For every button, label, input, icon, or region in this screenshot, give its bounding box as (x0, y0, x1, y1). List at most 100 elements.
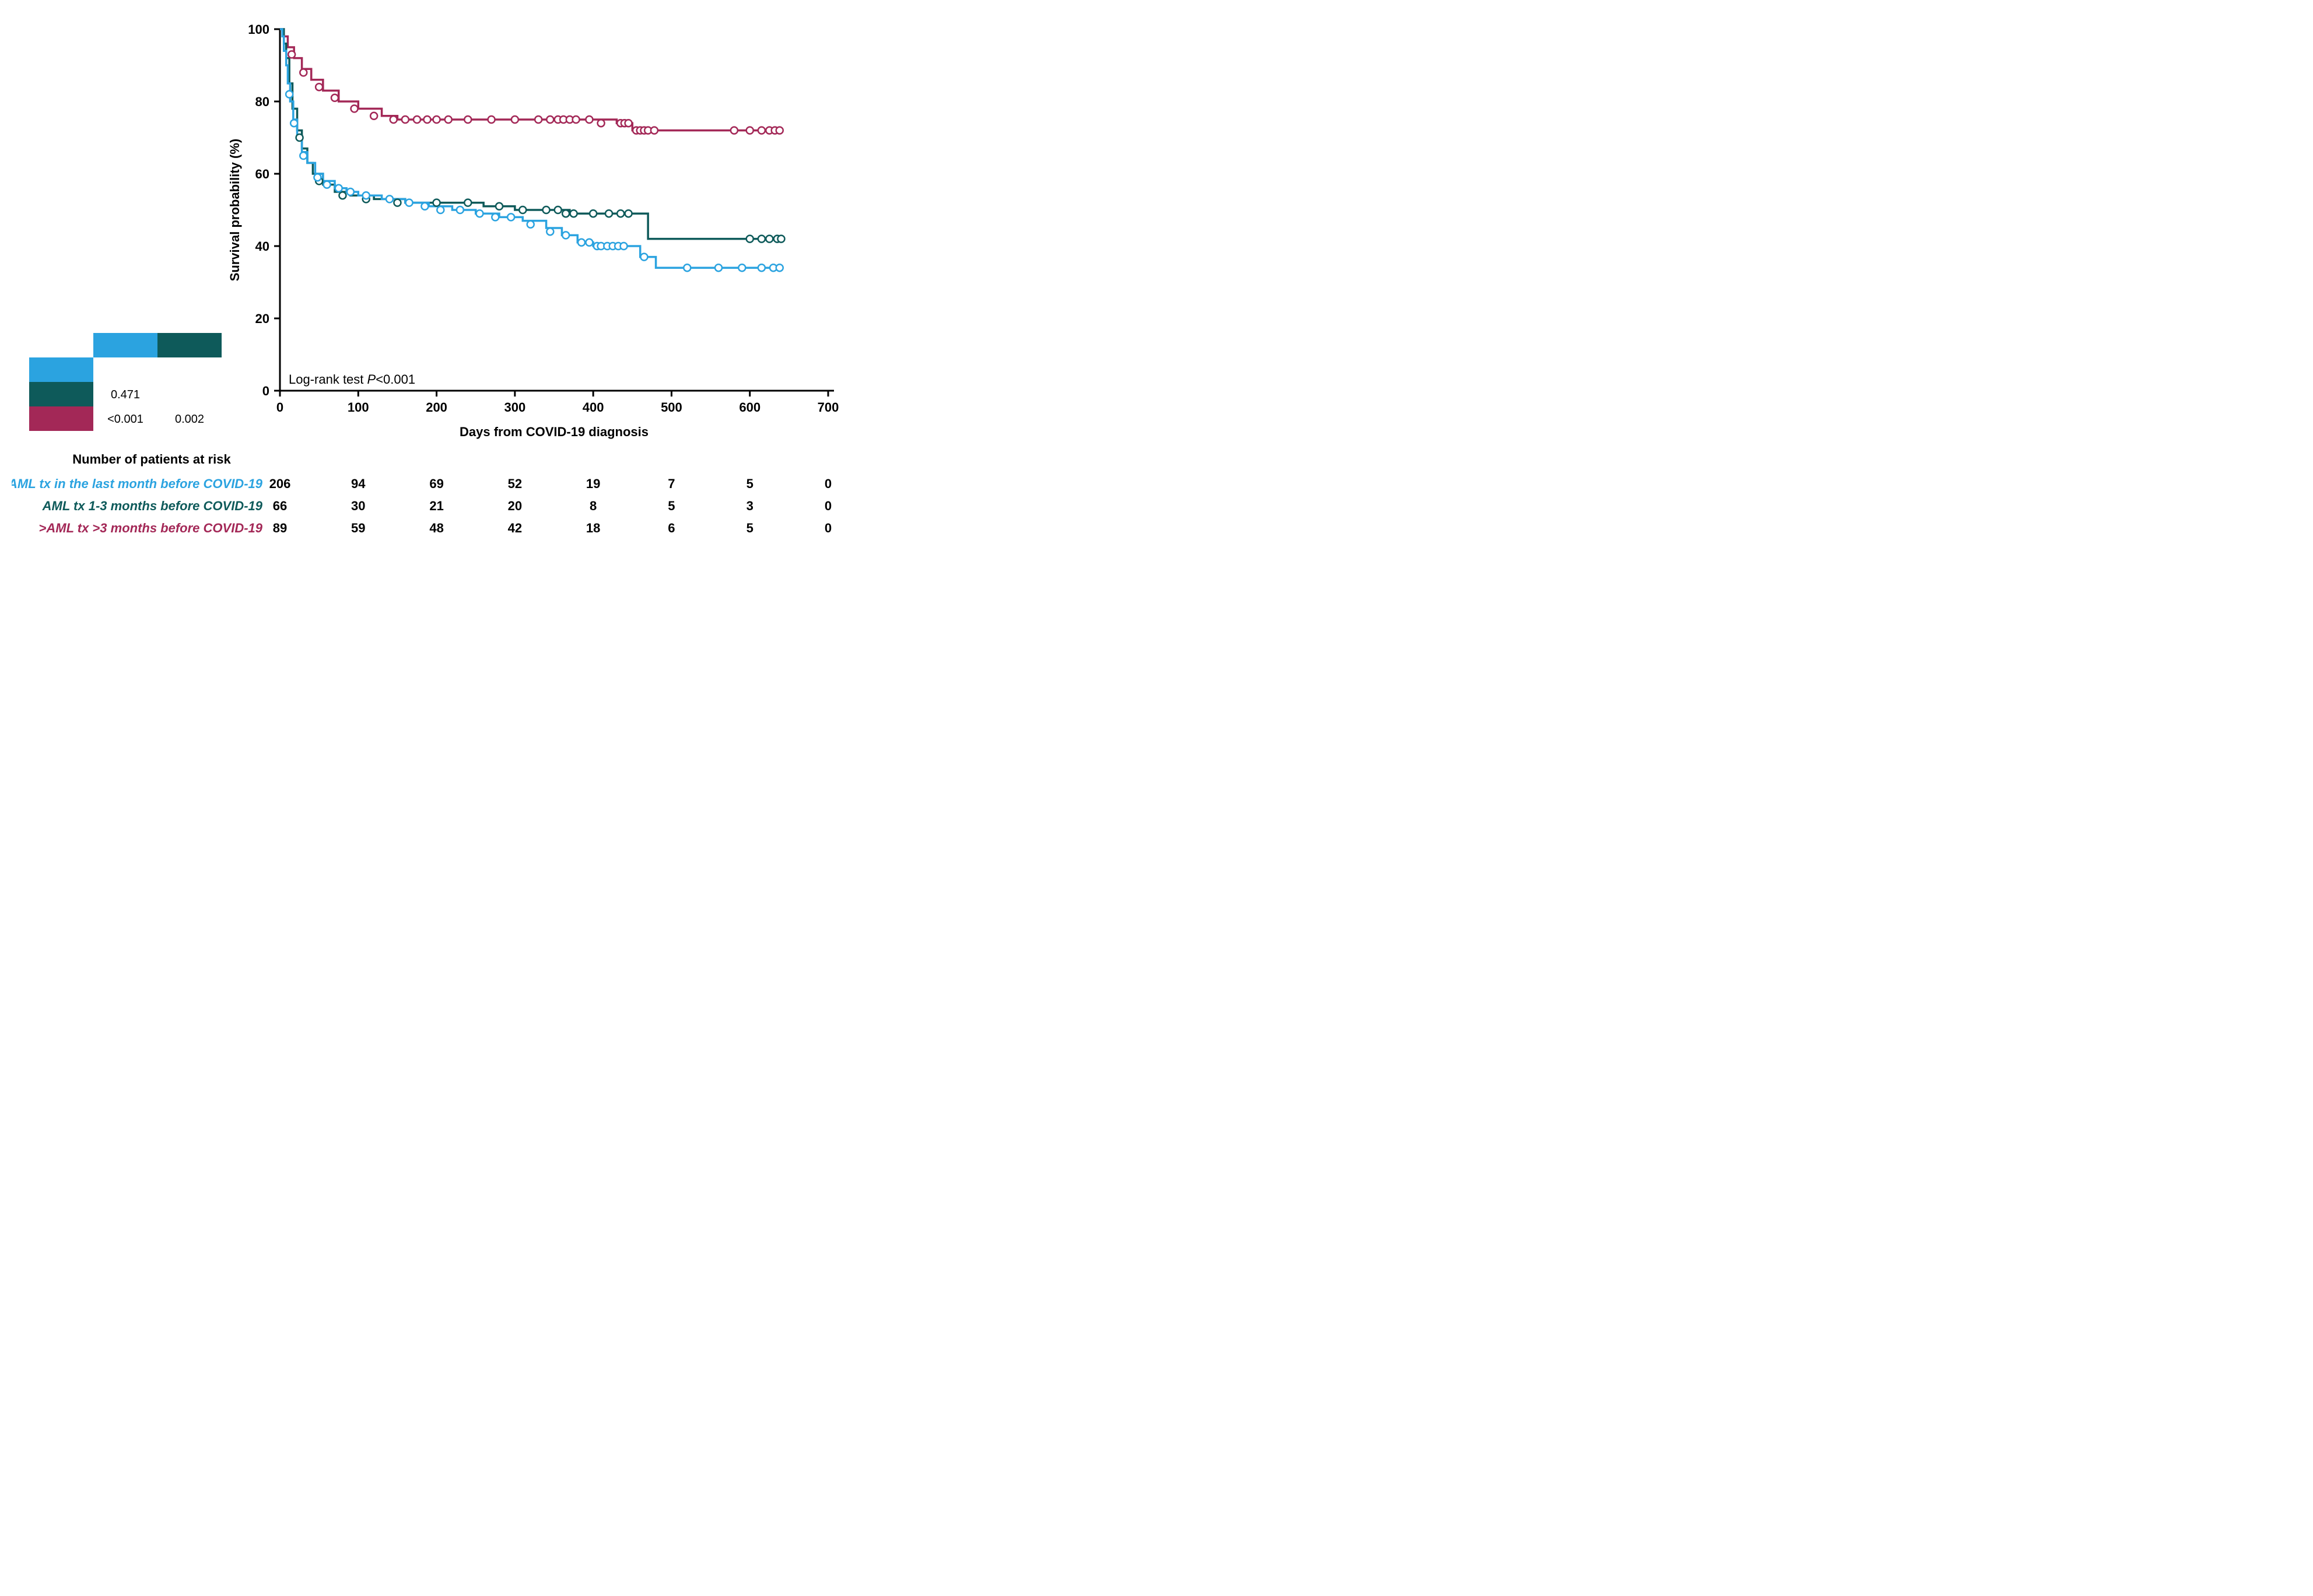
censor-marker (433, 199, 440, 206)
censor-marker (625, 210, 632, 217)
censor-marker (347, 188, 354, 195)
risk-value: 5 (668, 499, 675, 513)
censor-marker (590, 210, 597, 217)
risk-value: 52 (508, 476, 522, 491)
risk-row-label-s3: >AML tx >3 months before COVID-19 (39, 521, 263, 535)
y-tick-label: 40 (255, 239, 269, 254)
km-curve-s1 (280, 29, 781, 268)
censor-marker (296, 134, 303, 141)
risk-value: 94 (351, 476, 366, 491)
x-tick-label: 500 (661, 400, 682, 415)
pw-header-s2 (157, 333, 222, 357)
risk-row-label-s1: AML tx in the last month before COVID-19 (12, 476, 263, 491)
censor-marker (546, 116, 553, 123)
x-tick-label: 100 (348, 400, 369, 415)
censor-marker (314, 174, 321, 181)
y-axis-label: Survival probability (%) (227, 139, 242, 282)
risk-table-header: Number of patients at risk (72, 452, 231, 466)
censor-marker (747, 127, 754, 134)
censor-marker (527, 221, 534, 228)
censor-marker (684, 264, 691, 271)
censor-marker (300, 69, 307, 76)
censor-marker (546, 228, 553, 235)
y-tick-label: 0 (262, 384, 269, 398)
censor-marker (394, 199, 401, 206)
pw-header-s1 (93, 333, 157, 357)
censor-marker (413, 116, 420, 123)
y-tick-label: 60 (255, 167, 269, 181)
censor-marker (386, 195, 393, 202)
censor-marker (625, 120, 632, 127)
censor-marker (421, 203, 428, 210)
pw-s2-s3: 0.002 (175, 413, 204, 426)
censor-marker (370, 113, 377, 120)
risk-value: 206 (269, 476, 291, 491)
x-tick-label: 700 (818, 400, 839, 415)
x-tick-label: 200 (426, 400, 447, 415)
censor-marker (776, 264, 783, 271)
risk-value: 20 (508, 499, 522, 513)
risk-value: 7 (668, 476, 675, 491)
censor-marker (586, 239, 593, 246)
risk-value: 48 (429, 521, 443, 535)
risk-value: 8 (590, 499, 597, 513)
censor-marker (621, 243, 628, 250)
censor-marker (562, 210, 569, 217)
risk-value: 42 (508, 521, 522, 535)
risk-value: 0 (825, 476, 832, 491)
pw-stub-s2 (29, 382, 93, 406)
censor-marker (747, 236, 754, 243)
censor-marker (507, 213, 514, 220)
censor-marker (777, 236, 784, 243)
censor-marker (290, 120, 297, 127)
censor-marker (758, 264, 765, 271)
pw-s1-s2: 0.471 (111, 388, 140, 401)
censor-marker (316, 83, 323, 90)
risk-value: 19 (586, 476, 600, 491)
censor-marker (363, 192, 370, 199)
x-tick-label: 0 (276, 400, 283, 415)
censor-marker (335, 185, 342, 192)
censor-marker (573, 116, 580, 123)
km-curve-s2 (280, 29, 781, 239)
risk-value: 3 (747, 499, 754, 513)
risk-value: 0 (825, 499, 832, 513)
censor-marker (605, 210, 612, 217)
censor-marker (535, 116, 542, 123)
x-tick-label: 300 (504, 400, 525, 415)
censor-marker (496, 203, 503, 210)
censor-marker (433, 116, 440, 123)
censor-marker (617, 210, 624, 217)
y-tick-label: 100 (248, 22, 269, 37)
censor-marker (511, 116, 518, 123)
censor-marker (445, 116, 452, 123)
censor-marker (543, 206, 550, 213)
km-svg: 0204060801000100200300400500600700Days f… (12, 12, 886, 624)
censor-marker (578, 239, 585, 246)
censor-marker (464, 199, 471, 206)
censor-marker (423, 116, 430, 123)
censor-marker (758, 236, 765, 243)
censor-marker (464, 116, 471, 123)
pw-s1-s3: <0.001 (107, 413, 143, 426)
km-curve-s3 (280, 29, 781, 131)
censor-marker (300, 152, 307, 159)
risk-value: 66 (273, 499, 287, 513)
y-tick-label: 80 (255, 94, 269, 109)
censor-marker (286, 91, 293, 98)
censor-marker (758, 127, 765, 134)
risk-value: 59 (351, 521, 365, 535)
censor-marker (715, 264, 722, 271)
logrank-annotation: Log-rank test P<0.001 (289, 372, 415, 387)
km-figure: 0204060801000100200300400500600700Days f… (12, 12, 886, 627)
censor-marker (476, 210, 483, 217)
censor-marker (406, 199, 413, 206)
censor-marker (570, 210, 577, 217)
risk-value: 21 (429, 499, 443, 513)
risk-value: 89 (273, 521, 287, 535)
censor-marker (562, 231, 569, 238)
x-tick-label: 600 (739, 400, 761, 415)
censor-marker (288, 51, 295, 58)
censor-marker (586, 116, 593, 123)
censor-marker (457, 206, 464, 213)
